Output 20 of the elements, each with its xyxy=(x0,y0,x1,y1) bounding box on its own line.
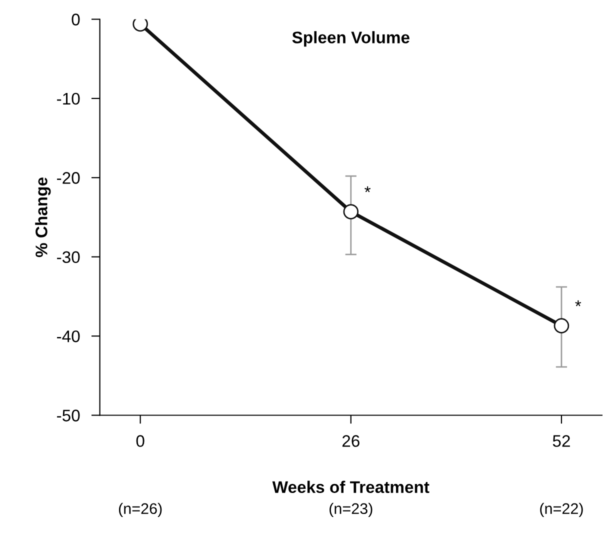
text: (n=22) xyxy=(540,502,583,518)
annotation: * xyxy=(364,186,371,192)
x-tick-label: 0 xyxy=(136,435,144,447)
y-tick-label: -30 xyxy=(57,251,80,264)
point xyxy=(554,318,570,334)
x-tick-label: 26 xyxy=(342,435,360,447)
text: (n=26) xyxy=(118,502,162,518)
y-tick-label: -10 xyxy=(57,92,80,105)
y-tick-label: -50 xyxy=(57,410,80,422)
point xyxy=(343,204,359,220)
annotation: * xyxy=(575,300,582,306)
x-axis-title: Weeks of Treatment xyxy=(272,480,430,494)
point xyxy=(132,19,148,32)
x-tick-label: 52 xyxy=(552,435,570,447)
y-tick-label: 0 xyxy=(72,14,80,26)
text: Spleen Volume xyxy=(292,31,410,47)
y-tick-label: -20 xyxy=(57,172,80,184)
text: (n=23) xyxy=(330,502,372,518)
y-axis-title: % Change xyxy=(35,178,51,258)
y-tick-label: -40 xyxy=(57,330,80,342)
